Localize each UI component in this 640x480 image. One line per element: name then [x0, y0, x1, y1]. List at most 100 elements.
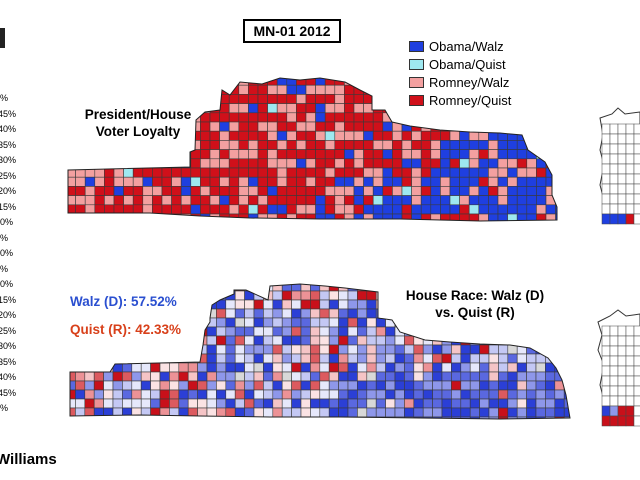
- precinct-cell: [375, 284, 386, 292]
- precinct-cell: [238, 84, 249, 95]
- bottom-map-heading-line1: House Race: Walz (D): [405, 288, 545, 303]
- precinct-cell: [169, 317, 180, 328]
- scale-label: 5%: [0, 403, 9, 413]
- precinct-cell: [219, 186, 230, 196]
- precinct-cell: [276, 121, 288, 132]
- precinct-cell: [498, 326, 509, 337]
- precinct-cell: [159, 335, 170, 346]
- precinct-cell: [353, 130, 364, 141]
- precinct-cell: [411, 176, 422, 187]
- precinct-cell: [123, 140, 134, 150]
- precinct-cell: [432, 362, 443, 373]
- precinct-cell: [150, 326, 161, 337]
- precinct-cell: [152, 103, 163, 114]
- precinct-cell: [300, 416, 311, 419]
- precinct-cell: [228, 186, 240, 196]
- precinct-cell: [507, 167, 518, 178]
- precinct-cell: [209, 112, 220, 123]
- precinct-cell: [507, 158, 518, 169]
- precinct-cell: [479, 308, 490, 319]
- precinct-cell: [291, 284, 302, 292]
- precinct-cell: [161, 213, 172, 221]
- precinct-cell: [152, 121, 163, 132]
- precinct-cell: [430, 78, 441, 86]
- precinct-cell: [296, 223, 306, 232]
- precinct-cell: [200, 78, 211, 86]
- precinct-cell: [187, 290, 198, 301]
- precinct-cell: [526, 416, 537, 419]
- precinct-cell: [385, 398, 396, 409]
- precinct-cell: [353, 195, 364, 206]
- precinct-cell: [187, 344, 198, 355]
- precinct-cell: [200, 130, 211, 141]
- precinct-cell: [535, 398, 546, 409]
- precinct-cell: [93, 416, 104, 419]
- map-title: MN-01 2012: [243, 19, 341, 43]
- precinct-cell: [112, 308, 123, 319]
- inset-county: [601, 335, 611, 347]
- precinct-cell: [574, 309, 583, 318]
- precinct-cell: [394, 362, 405, 373]
- precinct-cell: [272, 416, 283, 419]
- precinct-cell: [267, 84, 278, 95]
- precinct-cell: [310, 299, 321, 310]
- precinct-cell: [248, 213, 259, 221]
- precinct-cell: [197, 317, 208, 328]
- precinct-cell: [328, 398, 339, 409]
- precinct-cell: [281, 362, 292, 373]
- inset-county: [633, 163, 640, 175]
- precinct-cell: [479, 317, 490, 328]
- precinct-cell: [113, 167, 124, 178]
- precinct-cell: [498, 407, 509, 418]
- legend-swatch: [409, 77, 424, 88]
- legend-swatch: [409, 59, 424, 70]
- precinct-cell: [420, 195, 432, 206]
- precinct-cell: [132, 94, 144, 104]
- precinct-cell: [488, 344, 499, 355]
- precinct-cell: [277, 223, 287, 232]
- precinct-cell: [131, 416, 142, 419]
- precinct-cell: [180, 176, 192, 187]
- precinct-cell: [122, 371, 133, 382]
- precinct-cell: [335, 223, 345, 232]
- precinct-cell: [178, 362, 189, 373]
- precinct-cell: [325, 223, 335, 232]
- precinct-cell: [142, 84, 153, 95]
- inset-county: [625, 325, 635, 337]
- precinct-cell: [319, 326, 330, 337]
- precinct-cell: [459, 176, 470, 187]
- precinct-cell: [357, 416, 368, 419]
- precinct-cell: [441, 398, 452, 409]
- precinct-cell: [219, 121, 230, 132]
- precinct-cell: [334, 158, 345, 169]
- precinct-cell: [392, 84, 403, 95]
- precinct-cell: [394, 335, 405, 346]
- precinct-cell: [324, 84, 336, 95]
- precinct-cell: [375, 371, 386, 382]
- inset-county: [617, 335, 627, 347]
- precinct-cell: [150, 416, 161, 419]
- precinct-cell: [132, 195, 144, 206]
- precinct-cell: [228, 213, 240, 221]
- precinct-cell: [169, 308, 180, 319]
- bottom-map-house-race: [70, 284, 583, 419]
- precinct-cell: [507, 195, 518, 206]
- precinct-cell: [142, 78, 153, 86]
- precinct-cell: [238, 158, 249, 169]
- inset-county: [609, 183, 619, 195]
- precinct-cell: [468, 195, 480, 206]
- precinct-cell: [488, 284, 499, 292]
- inset-county: [601, 395, 611, 407]
- precinct-cell: [263, 380, 274, 391]
- precinct-cell: [239, 223, 249, 232]
- precinct-cell: [392, 103, 403, 114]
- precinct-cell: [479, 371, 490, 382]
- precinct-cell: [373, 223, 383, 232]
- precinct-cell: [469, 317, 480, 328]
- precinct-cell: [267, 121, 278, 132]
- precinct-cell: [161, 103, 172, 114]
- precinct-cell: [430, 130, 441, 141]
- precinct-cell: [152, 112, 163, 123]
- precinct-cell: [272, 371, 283, 382]
- precinct-cell: [441, 344, 452, 355]
